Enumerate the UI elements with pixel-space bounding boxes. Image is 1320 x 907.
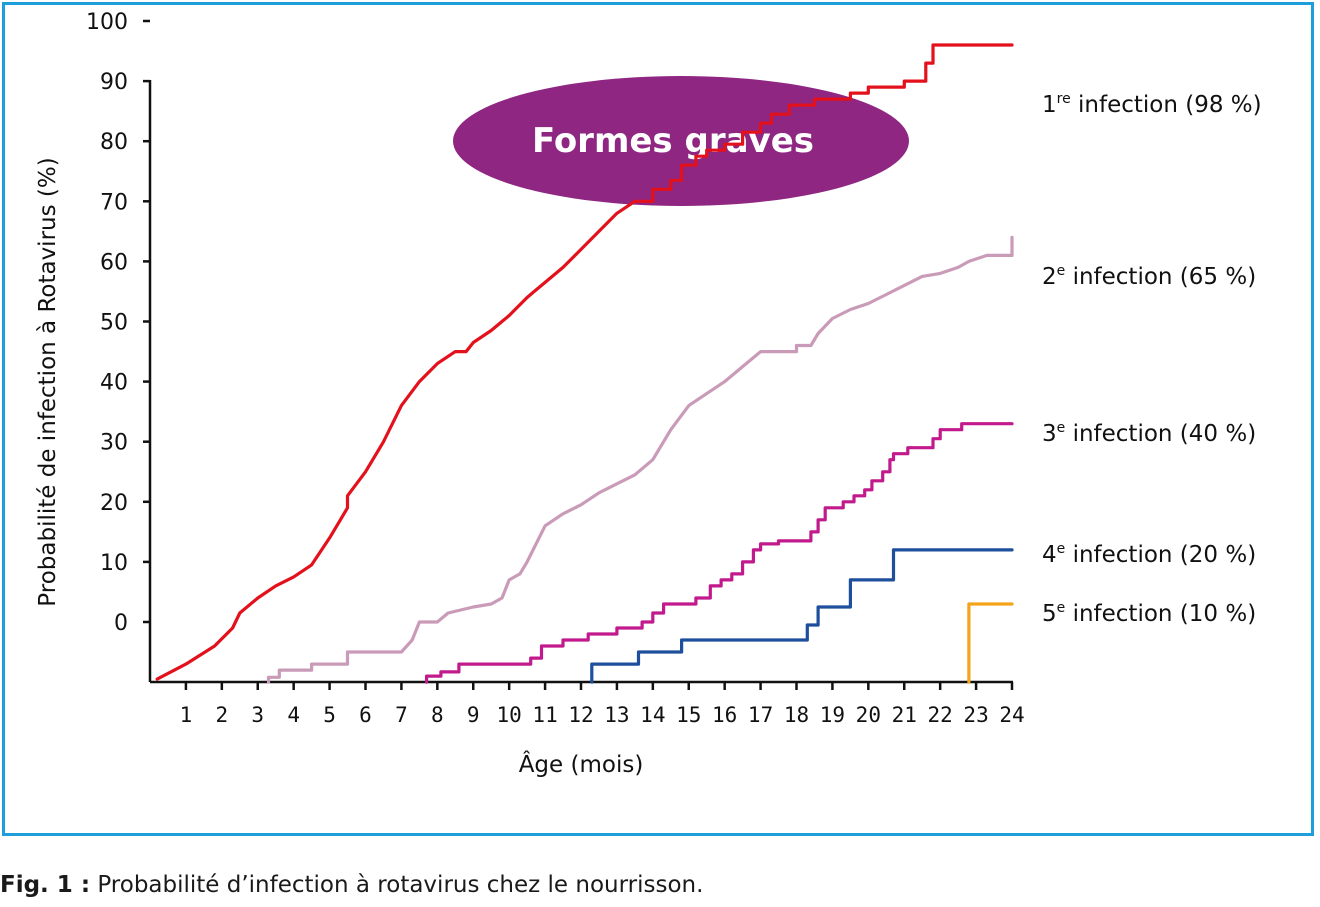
- x-tick-label: 17: [748, 703, 773, 727]
- x-tick-label: 10: [497, 703, 522, 727]
- series-layer: [155, 43, 1014, 684]
- series-labels: 1re infection (98 %) 2e infection (65 %) 3…: [1042, 91, 1262, 627]
- x-tick-label: 7: [395, 703, 408, 727]
- y-tick-label: 80: [100, 130, 128, 155]
- series-label-1: 1re infection (98 %): [1042, 91, 1262, 118]
- x-tick-label: 21: [892, 703, 917, 727]
- x-tick-label: 1: [180, 703, 193, 727]
- x-tick-label: 15: [676, 703, 701, 727]
- series-label-5: 5e infection (10 %): [1042, 600, 1256, 627]
- series-line-3: [425, 422, 1014, 684]
- y-tick-label: 60: [100, 250, 128, 275]
- x-tick-label: 14: [640, 703, 665, 727]
- x-tick-label: 12: [568, 703, 593, 727]
- y-tick-label: 50: [100, 311, 128, 336]
- x-tick-label: 18: [784, 703, 809, 727]
- x-tick-label: 8: [431, 703, 444, 727]
- y-tick-label: 90: [100, 70, 128, 95]
- caption-prefix: Fig. 1 :: [0, 872, 91, 898]
- series-label-3: 3e infection (40 %): [1042, 420, 1256, 447]
- formes-graves-ellipse: [453, 76, 909, 206]
- x-tick-label: 22: [928, 703, 953, 727]
- x-tick-label: 4: [287, 703, 300, 727]
- y-tick-label: 70: [100, 190, 128, 215]
- formes-graves-label: Formes graves: [532, 121, 814, 161]
- x-tick-label: 3: [251, 703, 264, 727]
- series-label-2: 2e infection (65 %): [1042, 263, 1256, 290]
- y-tick-label: 40: [100, 371, 128, 396]
- x-tick-label: 23: [963, 703, 988, 727]
- x-tick-label: 16: [712, 703, 737, 727]
- y-tick-label: 0: [114, 611, 128, 636]
- series-line-2: [266, 235, 1014, 684]
- series-label-4: 4e infection (20 %): [1042, 541, 1256, 568]
- figure-caption: Fig. 1 : Probabilité d’infection à rotav…: [0, 872, 703, 898]
- y-tick-label: 100: [86, 10, 128, 35]
- x-tick-label: 19: [820, 703, 845, 727]
- y-tick-label: 20: [100, 491, 128, 516]
- y-tick-label: 30: [100, 431, 128, 456]
- x-tick-label: 2: [216, 703, 229, 727]
- series-line-1: [155, 43, 1014, 681]
- y-tick-label: 10: [100, 551, 128, 576]
- x-tick-label: 11: [532, 703, 557, 727]
- x-axis-title: Âge (mois): [519, 750, 644, 778]
- x-tick-label: 20: [856, 703, 881, 727]
- series-line-5: [967, 602, 1014, 684]
- annotation-layer: Formes graves: [453, 76, 909, 206]
- caption-text: Probabilité d’infection à rotavirus chez…: [90, 872, 704, 898]
- x-tick-label: 5: [323, 703, 336, 727]
- series-line-4: [590, 548, 1014, 684]
- x-tick-label: 24: [999, 703, 1024, 727]
- x-tick-label: 6: [359, 703, 372, 727]
- x-tick-label: 13: [604, 703, 629, 727]
- y-axis-title: Probabilité de infection à Rotavirus (%): [35, 157, 61, 606]
- x-tick-label: 9: [467, 703, 480, 727]
- figure-frame: [2, 2, 1314, 836]
